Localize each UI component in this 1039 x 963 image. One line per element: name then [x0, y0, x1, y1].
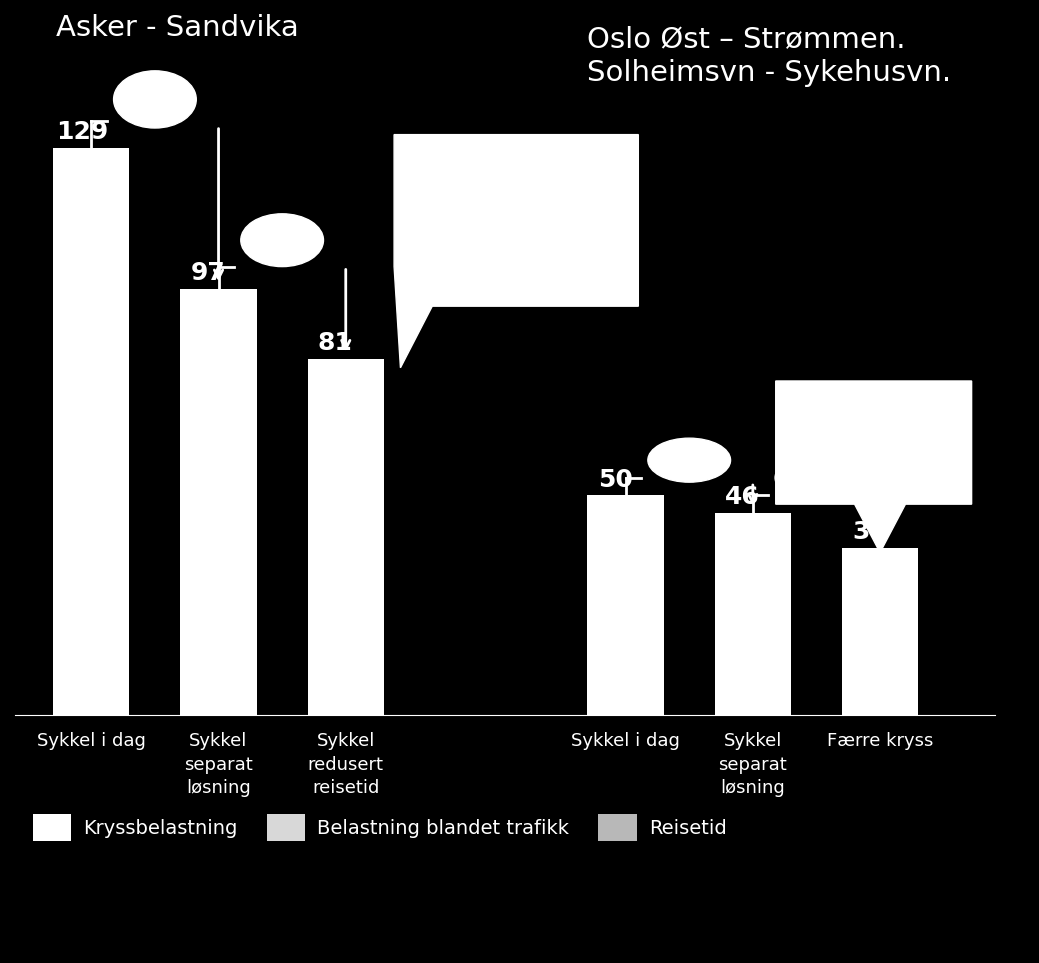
Ellipse shape [775, 455, 858, 500]
Polygon shape [776, 381, 971, 553]
Legend: Kryssbelastning, Belastning blandet trafikk, Reisetid: Kryssbelastning, Belastning blandet traf… [25, 806, 735, 848]
Bar [715, 513, 791, 716]
Ellipse shape [241, 214, 323, 267]
Text: 46: 46 [725, 485, 760, 509]
Text: 97: 97 [190, 261, 225, 285]
Text: Oslo Øst – Strømmen.
Solheimsvn - Sykehusvn.: Oslo Øst – Strømmen. Solheimsvn - Sykehu… [587, 25, 952, 88]
Bar [587, 495, 664, 716]
Ellipse shape [648, 438, 730, 482]
Text: 38: 38 [852, 520, 887, 544]
Text: Asker - Sandvika: Asker - Sandvika [56, 14, 298, 42]
Bar [308, 359, 383, 716]
Text: 81: 81 [318, 331, 352, 355]
Text: 129: 129 [56, 120, 108, 144]
Bar [53, 147, 130, 716]
Ellipse shape [113, 71, 196, 128]
Bar [181, 289, 257, 716]
Bar [842, 548, 918, 716]
Polygon shape [394, 135, 638, 368]
Text: 50: 50 [597, 468, 633, 491]
